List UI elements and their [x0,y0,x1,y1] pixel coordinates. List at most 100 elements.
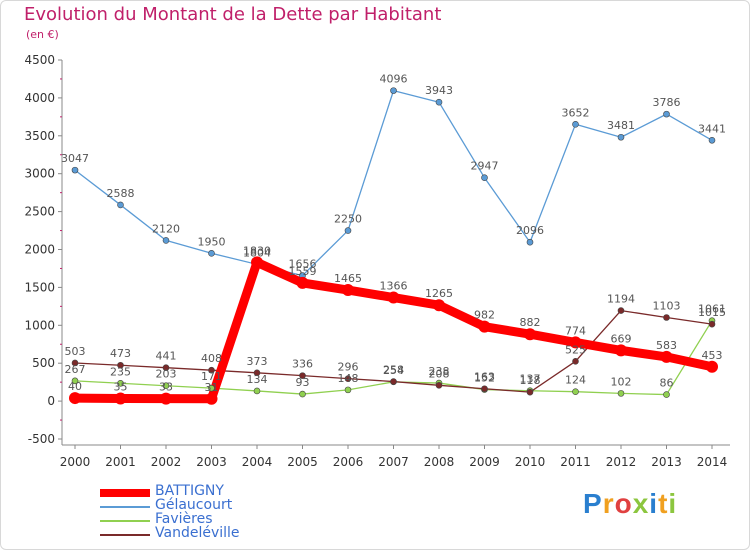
x-tick-label: 2004 [242,455,273,469]
data-label: 583 [656,339,677,352]
data-point [706,360,718,373]
x-tick-label: 2006 [333,455,364,469]
data-point [435,98,443,106]
data-point [572,388,579,396]
data-label: 296 [338,361,359,374]
y-tick-label: 4500 [24,53,55,67]
x-tick-label: 2012 [606,455,637,469]
legend-item: Vandeléville [100,525,300,541]
data-label: 525 [565,343,586,356]
legend-swatch [100,534,150,536]
y-tick-label: -500 [28,432,55,446]
data-point [208,366,215,374]
y-tick-label: 500 [32,356,55,370]
data-label: 40 [68,380,82,393]
data-point [253,369,261,377]
x-tick-label: 2011 [560,455,591,469]
data-label: 1830 [243,244,271,257]
y-tick-label: 1000 [24,318,55,332]
data-point [296,276,309,289]
data-label: 774 [565,324,586,337]
data-label: 163 [474,371,495,384]
data-point [617,307,625,314]
data-point [526,238,534,246]
data-label: 2250 [334,213,362,226]
legend-swatch [100,506,150,508]
data-point [617,133,625,141]
data-point [572,120,579,128]
data-point [117,201,124,209]
data-point [524,328,536,341]
data-label: 258 [383,364,404,377]
data-point [435,382,443,389]
data-label: 254 [383,364,404,377]
data-point [708,136,716,144]
data-label: 134 [247,373,268,386]
data-label: 503 [65,345,86,358]
legend-swatch [100,520,150,522]
data-point [433,299,445,312]
chart-title: Evolution du Montant de la Dette par Hab… [24,4,442,25]
x-tick-label: 2001 [105,455,136,469]
legend-label: Gélaucourt [155,497,233,513]
logo-letter: i [668,488,678,519]
y-tick-label: 2500 [24,205,55,219]
legend-item: Gélaucourt [100,497,300,513]
data-label: 1103 [653,299,681,312]
data-label: 3652 [562,106,590,119]
data-label: 1804 [243,246,271,259]
data-point [572,358,579,365]
data-label: 137 [520,373,541,386]
data-point [663,110,670,118]
legend-item: BATTIGNY [100,483,300,499]
legend-label: Vandeléville [155,525,240,541]
data-point [71,377,79,385]
data-point [663,391,670,398]
data-label: 3943 [425,84,453,97]
data-label: 3481 [607,119,635,132]
data-point [344,375,352,382]
y-tick-label: 4000 [24,91,55,105]
y-tick-label: 0 [47,394,55,408]
data-label: 3786 [653,96,681,109]
data-point [344,386,352,394]
data-point [481,174,488,182]
data-label: 1015 [698,306,726,319]
x-tick-label: 2013 [651,455,682,469]
data-point [160,392,172,405]
data-label: 1465 [334,272,362,285]
data-point [478,320,491,333]
data-point [526,388,534,396]
x-tick-label: 2014 [697,455,728,469]
data-label: 35 [114,380,128,393]
x-tick-label: 2009 [469,455,500,469]
x-tick-label: 2008 [424,455,455,469]
data-label: 982 [474,309,495,322]
proxiti-logo: Proxiti [583,488,677,520]
logo-letter: t [658,488,669,519]
data-label: 31 [205,381,219,394]
logo-letter: i [649,488,659,519]
data-label: 2120 [152,222,180,235]
chart-subtitle: (en €) [26,28,59,41]
data-point [615,344,627,357]
data-label: 453 [702,349,723,362]
data-point [299,372,306,379]
data-label: 3441 [698,122,726,135]
legend-item: Favières [100,511,300,527]
data-point [162,364,170,371]
data-point [390,378,397,385]
data-label: 124 [565,374,586,387]
data-label: 2588 [107,187,135,200]
data-label: 208 [429,367,450,380]
data-point [117,379,124,387]
data-label: 373 [247,355,268,368]
data-point [481,385,488,393]
data-point [390,87,397,94]
data-label: 3047 [61,152,89,165]
data-label: 441 [156,350,177,363]
data-label: 1366 [380,280,408,293]
data-label: 118 [520,374,541,387]
data-label: 882 [520,316,541,329]
